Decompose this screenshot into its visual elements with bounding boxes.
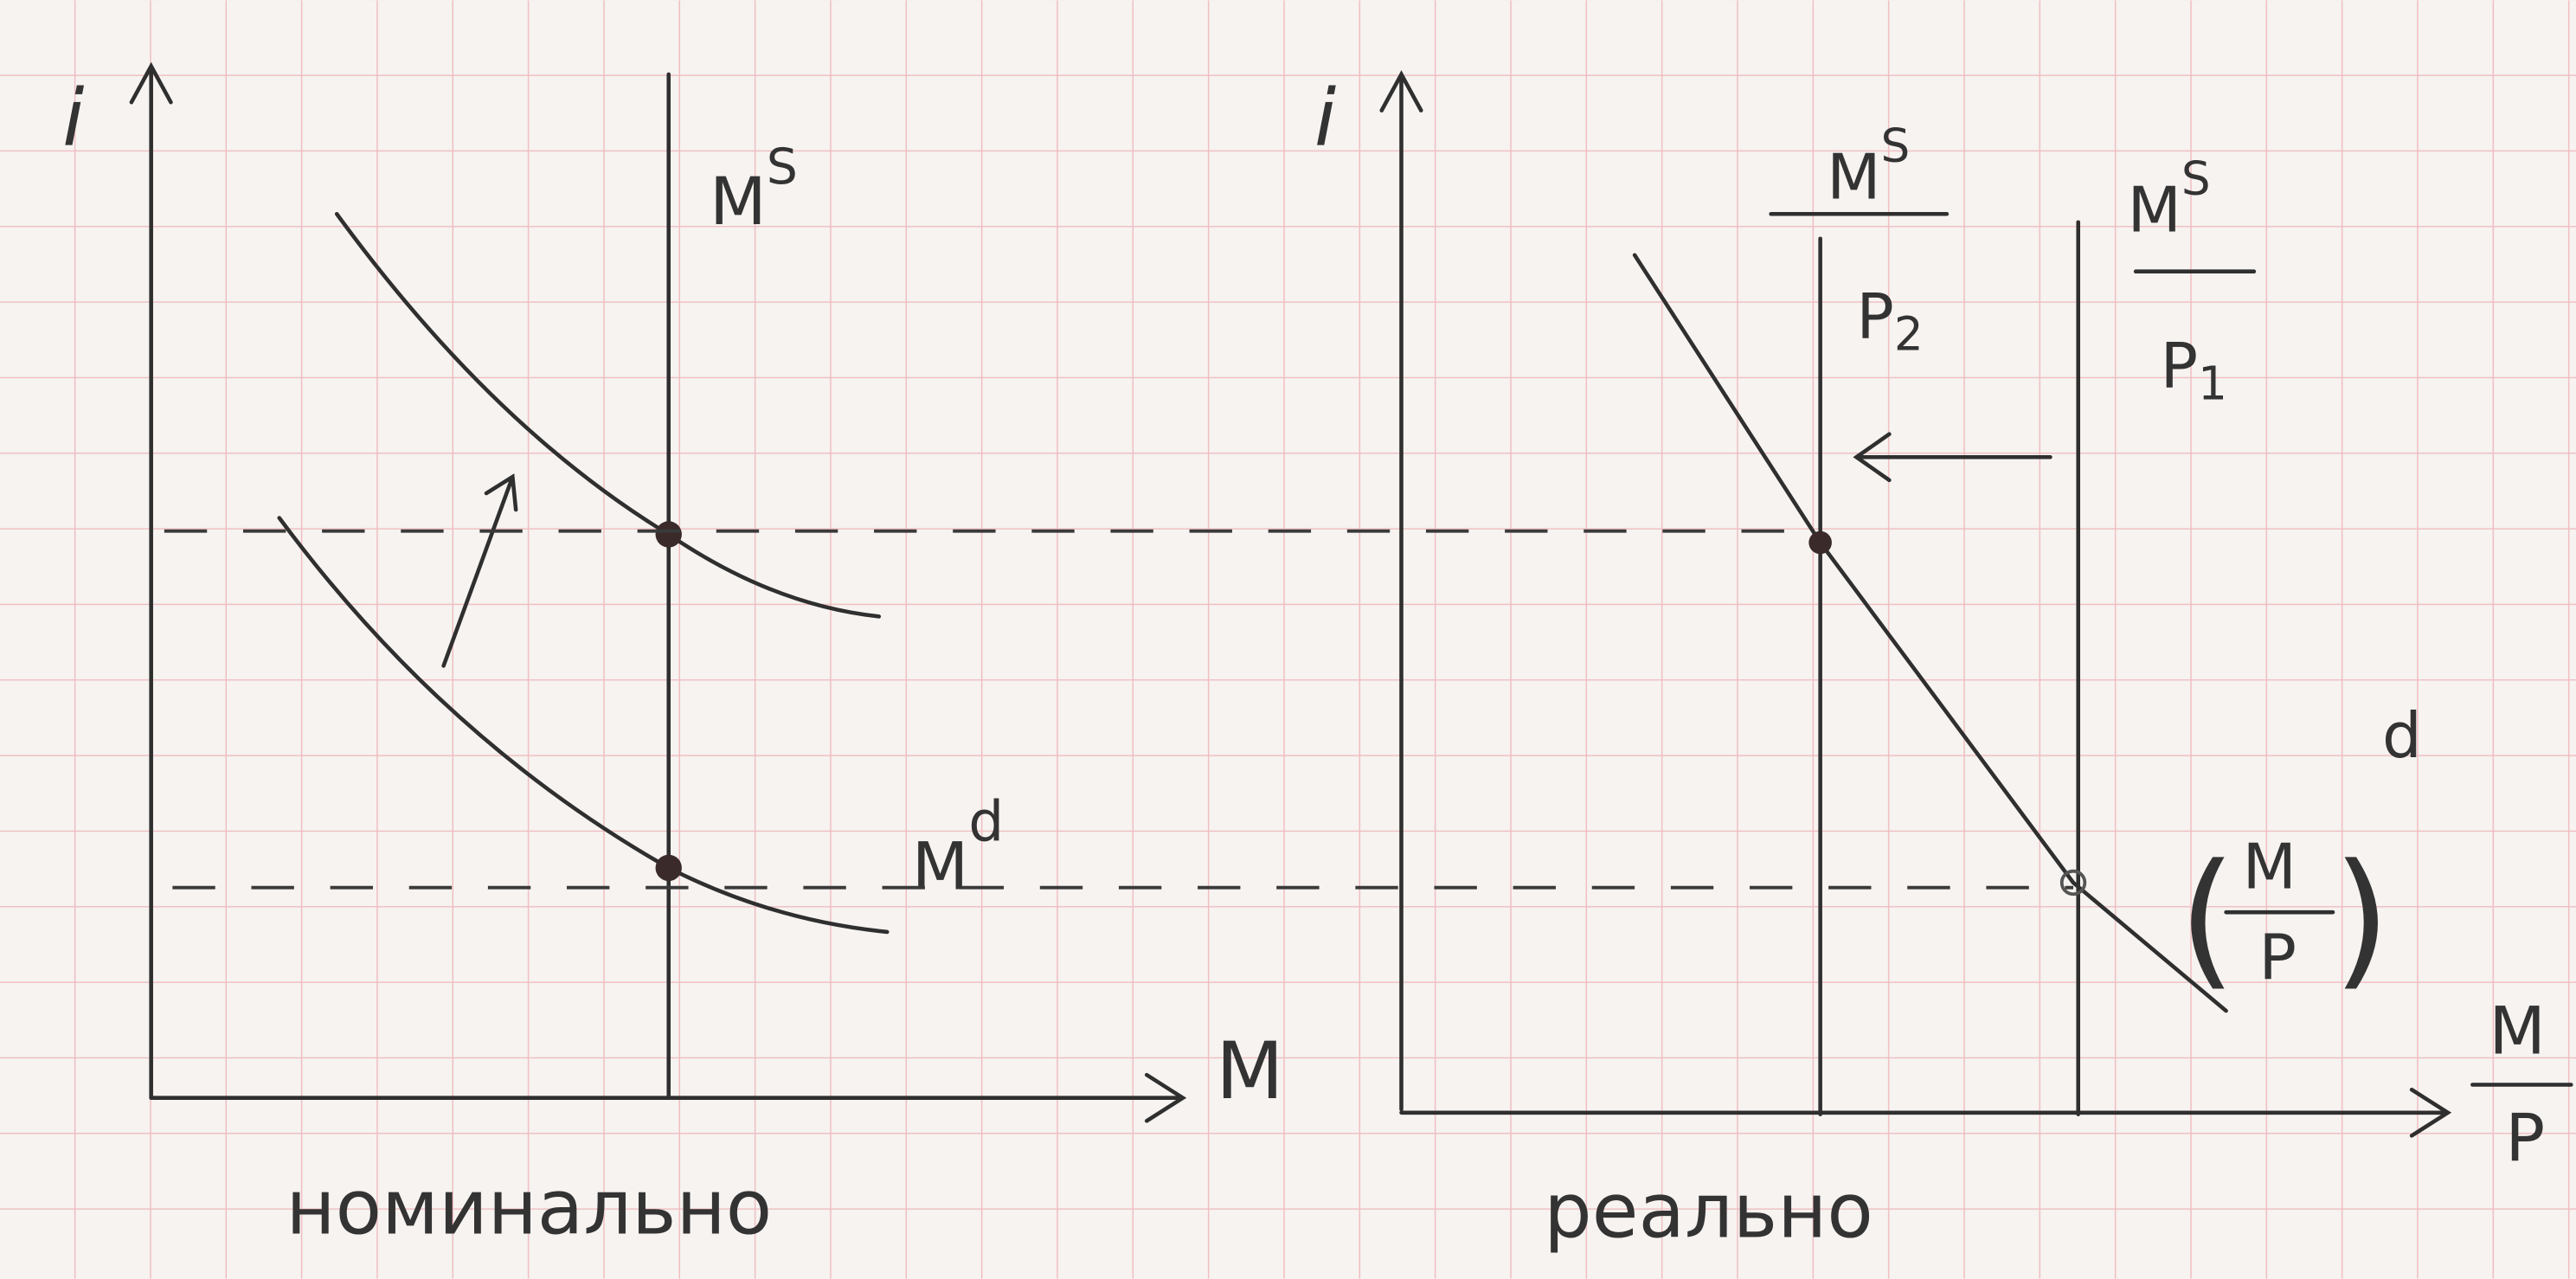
x-axis-label: M	[1216, 1025, 1284, 1117]
label-sup: d	[968, 789, 1004, 854]
y-axis-label: i	[62, 73, 84, 164]
label-num: M	[2489, 993, 2546, 1070]
label-base: P	[1856, 281, 1894, 354]
label-base: P	[2161, 331, 2199, 403]
label-base: M	[710, 164, 767, 240]
label-den: P	[2259, 922, 2297, 994]
label-sub: 2	[1894, 307, 1924, 361]
diagram: i M MS Md номинально i MS P2 MS P1 ( M P…	[0, 0, 2576, 1279]
label-sup: S	[1880, 119, 1910, 172]
equilibrium-point	[656, 855, 682, 881]
label-sub: 1	[2198, 357, 2227, 410]
label-sup: S	[2181, 151, 2211, 205]
label-base: M	[2128, 174, 2181, 247]
label-num: M	[2243, 832, 2297, 904]
label-base: M	[912, 829, 969, 905]
page: {"left_panel":{"y_axis_label":"i","x_axi…	[0, 0, 2576, 1279]
caption: реально	[1544, 1167, 1873, 1255]
label-base: M	[1827, 141, 1880, 214]
caption: номинально	[286, 1164, 773, 1252]
equilibrium-point	[656, 521, 682, 547]
label-sup: S	[767, 138, 798, 196]
label-den: P	[2505, 1100, 2545, 1176]
label-sup: d	[2382, 700, 2422, 773]
paren: (	[2179, 832, 2237, 1005]
y-axis-label: i	[1314, 73, 1336, 164]
equilibrium-point	[1808, 531, 1832, 555]
paren: )	[2333, 832, 2391, 1005]
